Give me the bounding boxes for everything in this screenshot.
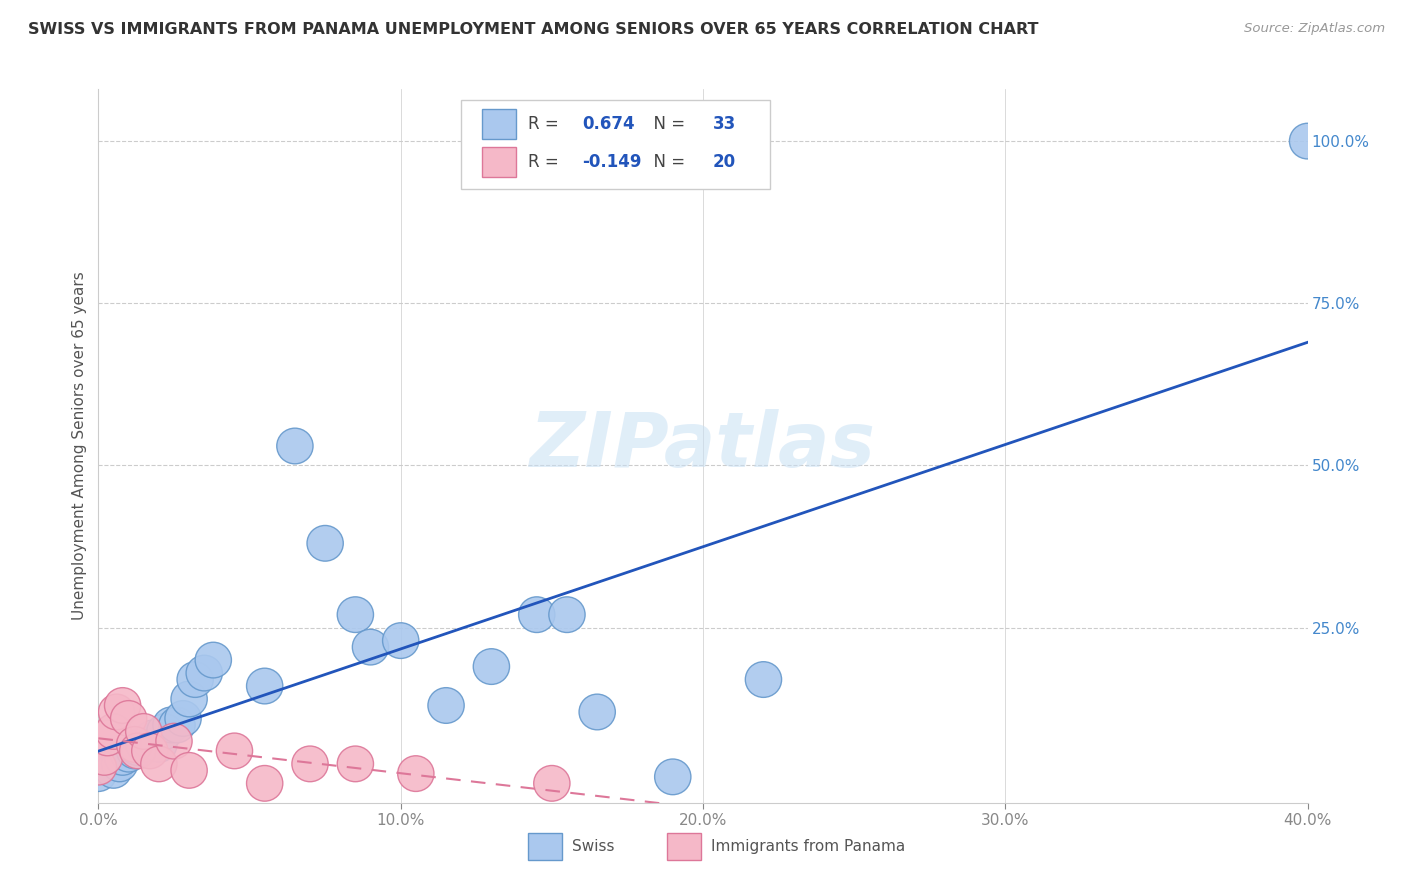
Text: R =: R = (527, 153, 564, 171)
Text: -0.149: -0.149 (582, 153, 641, 171)
Ellipse shape (153, 707, 190, 743)
Ellipse shape (141, 727, 177, 763)
Ellipse shape (111, 736, 146, 772)
Ellipse shape (125, 714, 162, 749)
Ellipse shape (120, 733, 156, 769)
Text: 20: 20 (713, 153, 735, 171)
Ellipse shape (474, 648, 509, 684)
Ellipse shape (172, 753, 207, 789)
Ellipse shape (104, 688, 141, 723)
Ellipse shape (156, 723, 193, 759)
Text: Immigrants from Panama: Immigrants from Panama (711, 838, 905, 854)
Ellipse shape (277, 428, 314, 464)
Ellipse shape (96, 753, 132, 789)
Ellipse shape (141, 746, 177, 781)
Ellipse shape (101, 746, 138, 781)
Ellipse shape (246, 668, 283, 704)
Ellipse shape (307, 525, 343, 561)
Ellipse shape (146, 714, 183, 749)
Ellipse shape (132, 723, 167, 759)
Ellipse shape (519, 597, 555, 632)
Ellipse shape (86, 739, 122, 775)
Ellipse shape (195, 642, 232, 678)
FancyBboxPatch shape (666, 833, 700, 860)
Ellipse shape (382, 623, 419, 658)
Ellipse shape (427, 688, 464, 723)
Text: N =: N = (643, 153, 690, 171)
Text: ZIPatlas: ZIPatlas (530, 409, 876, 483)
Ellipse shape (135, 720, 172, 756)
Text: R =: R = (527, 115, 564, 133)
Ellipse shape (98, 694, 135, 730)
Ellipse shape (246, 765, 283, 801)
Text: N =: N = (643, 115, 690, 133)
Ellipse shape (90, 720, 125, 756)
FancyBboxPatch shape (482, 147, 516, 177)
Ellipse shape (655, 759, 690, 795)
Ellipse shape (548, 597, 585, 632)
Ellipse shape (80, 756, 117, 791)
Ellipse shape (579, 694, 616, 730)
Ellipse shape (398, 756, 434, 791)
Ellipse shape (337, 746, 374, 781)
Ellipse shape (117, 727, 153, 763)
Ellipse shape (177, 662, 214, 698)
Ellipse shape (117, 733, 153, 769)
FancyBboxPatch shape (482, 109, 516, 139)
Y-axis label: Unemployment Among Seniors over 65 years: Unemployment Among Seniors over 65 years (72, 272, 87, 620)
Text: Swiss: Swiss (572, 838, 614, 854)
Text: SWISS VS IMMIGRANTS FROM PANAMA UNEMPLOYMENT AMONG SENIORS OVER 65 YEARS CORRELA: SWISS VS IMMIGRANTS FROM PANAMA UNEMPLOY… (28, 22, 1039, 37)
Ellipse shape (80, 749, 117, 785)
Ellipse shape (96, 714, 132, 749)
Ellipse shape (353, 629, 388, 665)
Ellipse shape (534, 765, 569, 801)
Ellipse shape (217, 733, 253, 769)
Ellipse shape (104, 739, 141, 775)
Ellipse shape (1289, 123, 1326, 159)
FancyBboxPatch shape (461, 100, 769, 189)
Ellipse shape (111, 700, 146, 736)
Text: 33: 33 (713, 115, 735, 133)
Ellipse shape (292, 746, 328, 781)
Ellipse shape (337, 597, 374, 632)
Ellipse shape (165, 700, 201, 736)
Ellipse shape (125, 727, 162, 763)
Ellipse shape (745, 662, 782, 698)
Text: Source: ZipAtlas.com: Source: ZipAtlas.com (1244, 22, 1385, 36)
FancyBboxPatch shape (527, 833, 561, 860)
Ellipse shape (172, 681, 207, 717)
Ellipse shape (159, 707, 195, 743)
Ellipse shape (186, 656, 222, 691)
Text: 0.674: 0.674 (582, 115, 634, 133)
Ellipse shape (120, 730, 156, 765)
Ellipse shape (132, 733, 167, 769)
